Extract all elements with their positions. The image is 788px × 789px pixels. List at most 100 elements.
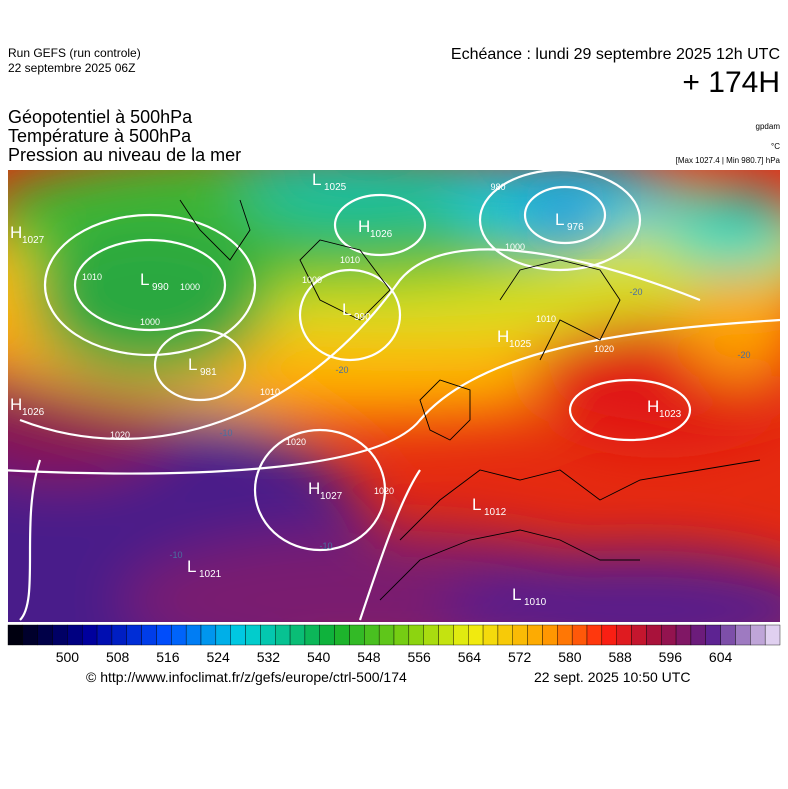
colorbar-label: 572 [508,649,532,665]
colorbar-swatch [705,624,721,646]
isobar-label: 1020 [110,430,130,440]
colorbar-swatch [720,624,736,646]
isobar-label: 1020 [286,437,306,447]
temp-label: -20 [629,287,642,297]
center-value: 1025 [324,182,347,193]
colorbar-swatch [571,624,588,646]
colorbar: 500 508 516 524 532 540 548 556 564 572 580 588 596 6… [7,624,781,665]
colorbar-label: 564 [458,649,482,665]
colorbar-swatch [126,624,142,646]
colorbar-swatch [468,624,484,646]
isobar-label: 1010 [536,314,556,324]
colorbar-swatch [453,624,469,646]
colorbar-swatch [96,624,113,646]
field [8,170,780,622]
colorbar-label: 532 [257,649,281,665]
colorbar-swatch [111,624,127,646]
colorbar-label: 548 [357,649,381,665]
center-kind: H [647,397,659,416]
unit: gpdam [755,122,780,131]
isobar-label: 1010 [82,272,102,282]
isobar-label: 1010 [340,255,360,265]
center-value: 1010 [524,597,547,608]
colorbar-label: 580 [558,649,582,665]
colorbar-swatch [289,624,306,646]
echeance: Echéance : lundi 29 septembre 2025 12h U… [450,46,780,63]
colorbar-swatch [393,624,410,646]
center-value: 990 [354,312,371,323]
colorbar-swatch [378,624,395,646]
center-value: 1027 [22,235,45,246]
center-value: 981 [200,367,217,378]
center-kind: L [140,270,149,289]
colorbar-swatch [675,624,692,646]
colorbar-swatch [67,624,83,646]
center-value: 990 [152,282,169,293]
center-kind: H [308,479,320,498]
center-value: 1026 [370,229,393,240]
colorbar-swatch [364,624,380,646]
colorbar-swatch [690,624,706,646]
colorbar-swatch [408,624,424,646]
center-value: 1023 [659,409,682,420]
colorbar-swatch [22,624,38,646]
run-date: 22 septembre 2025 06Z [8,61,136,75]
colorbar-label: 588 [608,649,632,665]
colorbar-swatch [260,624,276,646]
center-value: 1026 [22,407,45,418]
isobar-label: 1000 [302,275,322,285]
colorbar-swatch [319,624,335,646]
center-kind: H [10,395,22,414]
colorbar-swatch [646,624,662,646]
colorbar-swatch [750,624,766,646]
colorbar-swatch [735,624,751,646]
center-kind: L [472,495,481,514]
temp-label: -10 [319,541,332,551]
isobar-label: 1000 [140,317,160,327]
colorbar-swatch [482,624,499,646]
colorbar-swatch [557,624,573,646]
colorbar-swatch [230,624,246,646]
colorbar-swatch [304,624,320,646]
colorbar-label: 540 [307,649,331,665]
isobar-label: 980 [490,182,505,192]
colorbar-swatch [349,624,365,646]
colorbar-swatch [764,624,781,646]
footer-stamp: 22 sept. 2025 10:50 UTC [534,669,691,685]
colorbar-swatch [661,624,677,646]
title: Pression au niveau de la mer [8,145,242,165]
isobar-label: 1000 [505,242,525,252]
colorbar-swatch [171,624,187,646]
center-kind: L [342,300,351,319]
colorbar-swatch [438,624,454,646]
colorbar-swatch [423,624,439,646]
title: Géopotentiel à 500hPa [8,107,193,127]
colorbar-swatch [185,624,202,646]
center-kind: H [497,327,509,346]
center-kind: L [188,355,197,374]
colorbar-swatch [200,624,217,646]
colorbar-swatch [275,624,291,646]
temp-label: -20 [737,350,750,360]
colorbar-swatch [497,624,513,646]
colorbar-swatch [586,624,603,646]
isobar-label: 1000 [180,282,200,292]
colorbar-swatch [542,624,558,646]
colorbar-swatch [601,624,617,646]
colorbar-label: 508 [106,649,130,665]
temp-label: -10 [219,428,232,438]
colorbar-swatch [512,624,528,646]
center-value: 1021 [199,569,222,580]
temp-label: -10 [169,550,182,560]
center-kind: L [555,210,564,229]
colorbar-swatch [82,624,98,646]
colorbar-swatch [7,624,24,646]
colorbar-swatch [215,624,231,646]
title: Température à 500hPa [8,126,192,146]
lead-time: + 174H [682,66,780,99]
colorbar-swatch [616,624,632,646]
colorbar-label: 556 [407,649,431,665]
isobar-label: 1020 [374,486,394,496]
